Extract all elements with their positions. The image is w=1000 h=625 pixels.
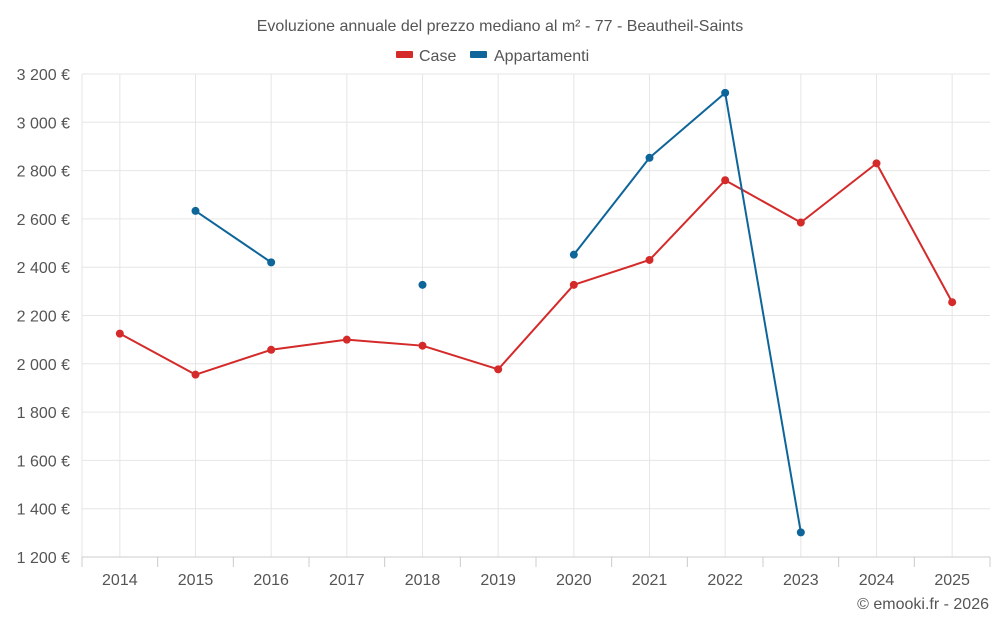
y-tick-label: 2 400 € xyxy=(17,260,70,277)
point-case-2023[interactable] xyxy=(796,218,805,227)
legend-label-case: Case xyxy=(419,48,456,65)
legend-swatch-appartamenti xyxy=(470,51,487,58)
y-axis: 1 200 € 1 400 € 1 600 € 1 800 € 2 000 € 2 200… xyxy=(17,67,70,567)
point-case-2016[interactable] xyxy=(267,345,276,354)
series xyxy=(115,88,957,537)
x-tick-label: 2017 xyxy=(329,572,365,589)
credit-text: © emooki.fr - 2026 xyxy=(857,596,989,613)
point-appartamenti-2020[interactable] xyxy=(569,250,578,259)
x-tick-label: 2020 xyxy=(556,572,592,589)
y-tick-label: 2 600 € xyxy=(17,212,70,229)
y-tick-label: 2 000 € xyxy=(17,357,70,374)
point-appartamenti-2021[interactable] xyxy=(645,153,654,162)
x-tick-label: 2014 xyxy=(102,572,138,589)
series-case xyxy=(115,159,957,379)
y-tick-label: 1 600 € xyxy=(17,453,70,470)
series-appartamenti xyxy=(191,88,805,537)
point-appartamenti-2015[interactable] xyxy=(191,206,200,215)
y-tick-label: 1 200 € xyxy=(17,550,70,567)
y-tick-label: 3 200 € xyxy=(17,67,70,84)
x-tick-label: 2022 xyxy=(707,572,743,589)
x-tick-label: 2021 xyxy=(632,572,668,589)
x-tick-label: 2025 xyxy=(934,572,970,589)
point-case-2022[interactable] xyxy=(721,176,730,185)
point-case-2014[interactable] xyxy=(115,329,124,338)
x-axis: 2014 2015 2016 2017 2018 2019 2020 2021 2022 2023… xyxy=(81,556,991,589)
series-line-case xyxy=(119,162,954,376)
point-appartamenti-2023[interactable] xyxy=(796,528,805,537)
x-tick-label: 2024 xyxy=(859,572,895,589)
gridlines xyxy=(81,73,990,557)
x-tick-label: 2015 xyxy=(178,572,214,589)
y-tick-label: 1 400 € xyxy=(17,502,70,519)
point-case-2020[interactable] xyxy=(569,280,578,289)
x-tick-label: 2023 xyxy=(783,572,819,589)
legend-item-case[interactable]: Case xyxy=(396,48,456,65)
point-case-2015[interactable] xyxy=(191,370,200,379)
series-line-appartamenti xyxy=(573,91,802,533)
point-appartamenti-2018[interactable] xyxy=(418,280,427,289)
legend-item-appartamenti[interactable]: Appartamenti xyxy=(470,48,589,65)
x-tick-label: 2018 xyxy=(405,572,441,589)
x-tick-label: 2016 xyxy=(253,572,289,589)
point-case-2018[interactable] xyxy=(418,341,427,350)
point-appartamenti-2016[interactable] xyxy=(267,258,276,267)
point-appartamenti-2022[interactable] xyxy=(721,88,730,97)
y-tick-label: 3 000 € xyxy=(17,115,70,132)
y-tick-label: 2 800 € xyxy=(17,164,70,181)
chart-title: Evoluzione annuale del prezzo mediano al… xyxy=(257,18,744,35)
series-line-appartamenti xyxy=(194,210,272,264)
point-case-2017[interactable] xyxy=(342,335,351,344)
legend: Case Appartamenti xyxy=(396,48,589,65)
y-tick-label: 1 800 € xyxy=(17,405,70,422)
legend-swatch-case xyxy=(396,51,413,58)
point-case-2024[interactable] xyxy=(872,159,881,168)
point-case-2021[interactable] xyxy=(645,255,654,264)
legend-label-appartamenti: Appartamenti xyxy=(494,48,589,65)
y-tick-label: 2 200 € xyxy=(17,309,70,326)
x-tick-label: 2019 xyxy=(480,572,516,589)
point-case-2025[interactable] xyxy=(948,298,957,307)
point-case-2019[interactable] xyxy=(494,365,503,374)
